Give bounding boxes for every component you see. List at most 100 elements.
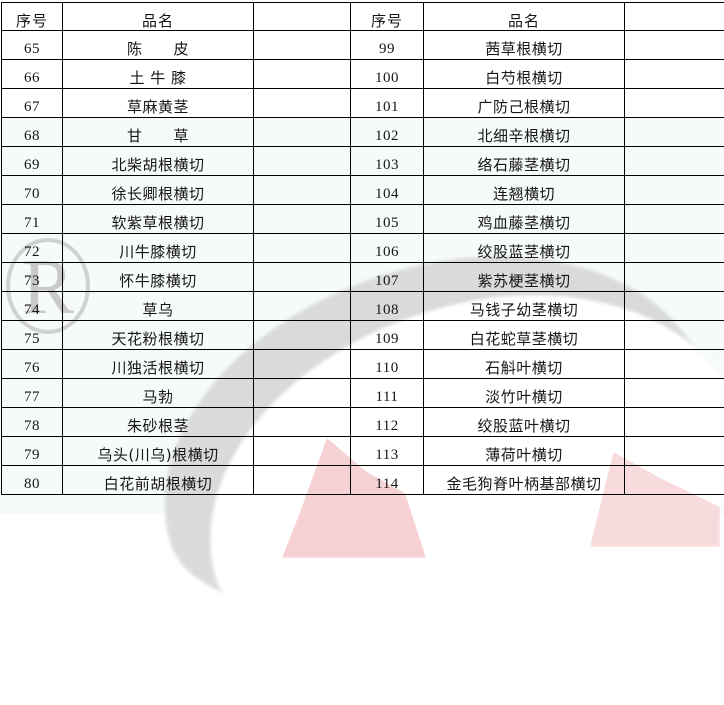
cell-left-name: 天花粉根横切 (63, 321, 254, 350)
cell-right-blank (625, 466, 724, 495)
cell-right-no: 105 (351, 205, 424, 234)
cell-right-blank (625, 408, 724, 437)
cell-right-name: 络石藤茎横切 (424, 147, 625, 176)
cell-left-name: 甘 草 (63, 118, 254, 147)
cell-left-no: 65 (2, 31, 63, 60)
cell-left-blank (254, 176, 351, 205)
cell-left-name: 徐长卿根横切 (63, 176, 254, 205)
cell-left-blank (254, 321, 351, 350)
cell-left-blank (254, 89, 351, 118)
cell-right-name: 北细辛根横切 (424, 118, 625, 147)
cell-left-no: 67 (2, 89, 63, 118)
cell-right-blank (625, 118, 724, 147)
cell-left-name: 土 牛 膝 (63, 60, 254, 89)
cell-right-no: 108 (351, 292, 424, 321)
cell-right-blank (625, 31, 724, 60)
cell-left-blank (254, 205, 351, 234)
cell-right-no: 110 (351, 350, 424, 379)
cell-right-blank (625, 60, 724, 89)
cell-right-name: 马钱子幼茎横切 (424, 292, 625, 321)
cell-right-blank (625, 321, 724, 350)
cell-left-name: 川牛膝横切 (63, 234, 254, 263)
cell-left-no: 71 (2, 205, 63, 234)
cell-right-name: 连翘横切 (424, 176, 625, 205)
cell-left-no: 77 (2, 379, 63, 408)
cell-left-name: 怀牛膝横切 (63, 263, 254, 292)
cell-left-name: 白花前胡根横切 (63, 466, 254, 495)
cell-left-no: 68 (2, 118, 63, 147)
cell-right-name: 淡竹叶横切 (424, 379, 625, 408)
cell-left-no: 79 (2, 437, 63, 466)
cell-left-name: 马勃 (63, 379, 254, 408)
cell-left-name: 北柴胡根横切 (63, 147, 254, 176)
cell-right-name: 广防己根横切 (424, 89, 625, 118)
cell-right-name: 绞股蓝叶横切 (424, 408, 625, 437)
cell-right-no: 103 (351, 147, 424, 176)
cell-right-blank (625, 437, 724, 466)
cell-left-blank (254, 437, 351, 466)
cell-left-name: 草乌 (63, 292, 254, 321)
cell-right-blank (625, 292, 724, 321)
cell-right-name: 石斛叶横切 (424, 350, 625, 379)
cell-left-name: 草麻黄茎 (63, 89, 254, 118)
cell-right-name: 绞股蓝茎横切 (424, 234, 625, 263)
cell-right-no: 113 (351, 437, 424, 466)
cell-left-no: 75 (2, 321, 63, 350)
cell-right-no: 109 (351, 321, 424, 350)
cell-left-no: 72 (2, 234, 63, 263)
table-header-row: 序号 品名 序号 品名 (2, 3, 724, 31)
cell-left-blank (254, 379, 351, 408)
cell-right-name: 薄荷叶横切 (424, 437, 625, 466)
header-left-name: 品名 (63, 3, 254, 31)
header-left-blank (254, 3, 351, 31)
cell-left-blank (254, 292, 351, 321)
cell-left-no: 74 (2, 292, 63, 321)
cell-right-blank (625, 205, 724, 234)
cell-right-name: 白花蛇草茎横切 (424, 321, 625, 350)
cell-right-blank (625, 147, 724, 176)
cell-right-no: 111 (351, 379, 424, 408)
cell-left-blank (254, 147, 351, 176)
cell-right-blank (625, 350, 724, 379)
cell-right-name: 紫苏梗茎横切 (424, 263, 625, 292)
cell-left-blank (254, 31, 351, 60)
cell-left-name: 乌头(川乌)根横切 (63, 437, 254, 466)
cell-left-blank (254, 408, 351, 437)
cell-left-name: 川独活根横切 (63, 350, 254, 379)
cell-left-name: 软紫草根横切 (63, 205, 254, 234)
header-right-name: 品名 (424, 3, 625, 31)
cell-left-no: 78 (2, 408, 63, 437)
cell-left-blank (254, 350, 351, 379)
header-right-no: 序号 (351, 3, 424, 31)
cell-right-name: 鸡血藤茎横切 (424, 205, 625, 234)
cell-right-no: 112 (351, 408, 424, 437)
cell-right-blank (625, 263, 724, 292)
cell-left-no: 76 (2, 350, 63, 379)
cell-left-name: 陈 皮 (63, 31, 254, 60)
cell-right-name: 茜草根横切 (424, 31, 625, 60)
cell-right-name: 金毛狗脊叶柄基部横切 (424, 466, 625, 495)
cell-left-blank (254, 60, 351, 89)
cell-left-no: 70 (2, 176, 63, 205)
cell-left-no: 66 (2, 60, 63, 89)
cell-left-name: 朱砂根茎 (63, 408, 254, 437)
cell-right-no: 102 (351, 118, 424, 147)
cell-left-blank (254, 234, 351, 263)
cell-right-blank (625, 379, 724, 408)
cell-left-no: 80 (2, 466, 63, 495)
